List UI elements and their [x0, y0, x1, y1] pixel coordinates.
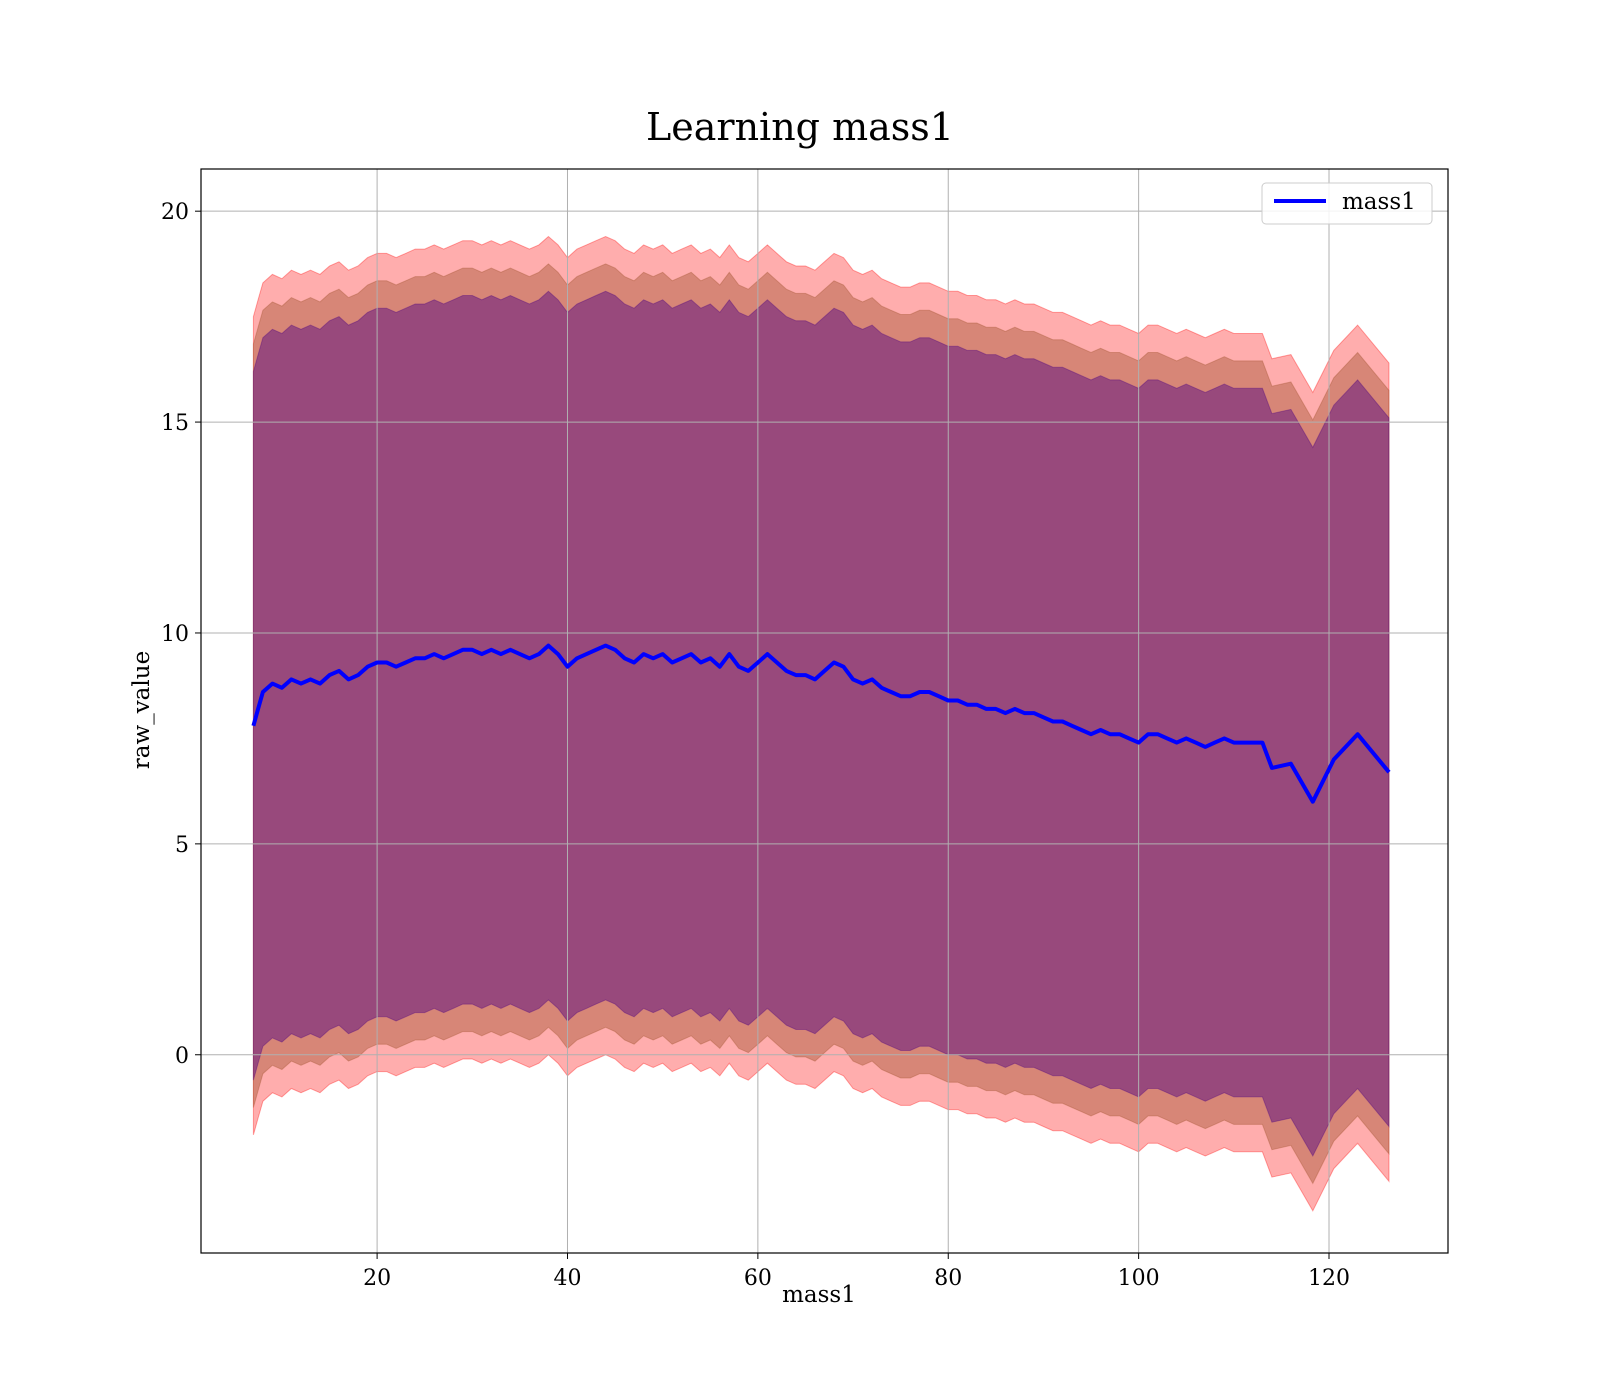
line-layer [251, 643, 1391, 804]
y-tick-label: 5 [175, 833, 189, 858]
y-tick-label: 20 [161, 200, 189, 225]
x-tick-label: 60 [744, 1266, 772, 1291]
band-middle [252, 263, 1390, 1185]
x-axis-label: mass1 [782, 1282, 856, 1308]
x-tick-label: 120 [1308, 1266, 1350, 1291]
y-tick-label: 15 [161, 411, 189, 436]
x-tick-label: 20 [363, 1266, 391, 1291]
legend: mass1 [1261, 182, 1433, 225]
band-outer [252, 235, 1390, 1212]
plot-frame [200, 168, 1449, 1254]
chart-title: Learning mass1 [646, 105, 954, 149]
x-tick-label: 100 [1118, 1266, 1160, 1291]
legend-frame [1261, 182, 1433, 225]
plot-area [200, 168, 1449, 1254]
x-tick-label: 40 [553, 1266, 581, 1291]
y-axis-ticks: 0 5 10 15 20 [161, 200, 201, 1069]
grid-layer [201, 169, 1448, 1253]
bands-layer [252, 235, 1390, 1212]
series-line-mass1 [251, 643, 1391, 804]
x-axis-ticks: 20 40 60 80 100 120 [363, 1253, 1350, 1291]
band-inner [252, 290, 1390, 1158]
y-axis-label: raw_value [129, 651, 155, 769]
x-tick-label: 80 [934, 1266, 962, 1291]
y-tick-label: 0 [175, 1044, 189, 1069]
y-tick-label: 10 [161, 622, 189, 647]
legend-label-mass1: mass1 [1342, 189, 1416, 215]
